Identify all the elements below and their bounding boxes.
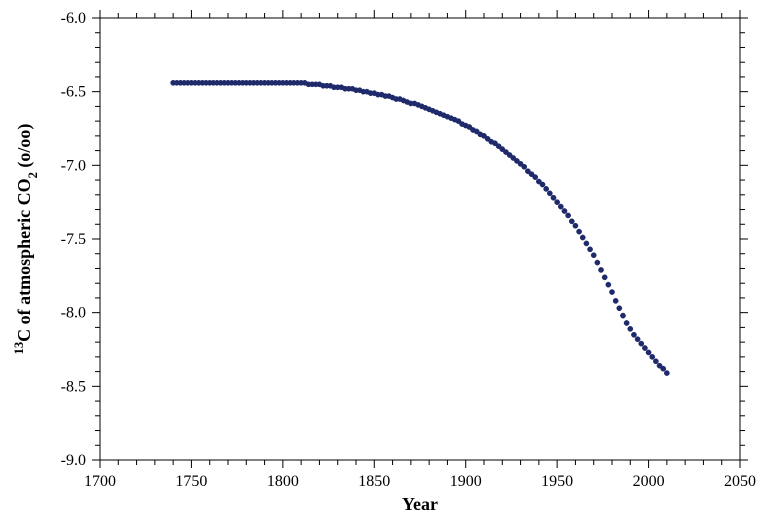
data-point (573, 223, 578, 228)
data-point (620, 313, 625, 318)
data-point (591, 253, 596, 258)
data-point (609, 289, 614, 294)
data-point (635, 337, 640, 342)
x-tick-label: 2050 (724, 473, 756, 490)
data-point (533, 175, 538, 180)
data-point (522, 164, 527, 169)
data-point (664, 370, 669, 375)
data-point (555, 200, 560, 205)
data-point (661, 366, 666, 371)
x-tick-label: 1750 (175, 473, 207, 490)
y-tick-label: -6.0 (61, 10, 86, 27)
data-point (650, 354, 655, 359)
data-point (540, 182, 545, 187)
data-point (580, 235, 585, 240)
data-point (566, 213, 571, 218)
y-tick-label: -8.0 (61, 305, 86, 322)
x-tick-label: 2000 (633, 473, 665, 490)
data-point (639, 341, 644, 346)
data-point (628, 326, 633, 331)
data-point (642, 345, 647, 350)
data-point (595, 260, 600, 265)
data-point (598, 267, 603, 272)
data-point (653, 359, 658, 364)
data-point (646, 350, 651, 355)
data-point (576, 229, 581, 234)
x-tick-label: 1850 (358, 473, 390, 490)
data-point (551, 195, 556, 200)
y-tick-label: -8.5 (61, 378, 86, 395)
chart-container: 1700 1750 1800 1850 1900 1950 2000 2050 -9.0 -8.5… (0, 0, 777, 528)
data-point (587, 247, 592, 252)
y-tick-label: -7.5 (61, 231, 86, 248)
x-tick-label: 1700 (84, 473, 116, 490)
x-tick-label: 1950 (541, 473, 573, 490)
data-point (569, 219, 574, 224)
x-tick-label: 1900 (450, 473, 482, 490)
y-tick-label: -9.0 (61, 452, 86, 469)
data-point (558, 204, 563, 209)
x-tick-label: 1800 (267, 473, 299, 490)
data-point (617, 306, 622, 311)
data-point (602, 275, 607, 280)
data-point (606, 282, 611, 287)
scatter-chart: 1700 1750 1800 1850 1900 1950 2000 2050 -9.0 -8.5… (0, 0, 777, 528)
data-point (547, 191, 552, 196)
y-tick-label: -6.5 (61, 84, 86, 101)
x-axis-label: Year (402, 494, 438, 514)
data-point (631, 332, 636, 337)
data-point (562, 208, 567, 213)
data-point (613, 298, 618, 303)
y-tick-label: -7.0 (61, 157, 86, 174)
data-point (584, 241, 589, 246)
data-point (624, 320, 629, 325)
data-point (544, 186, 549, 191)
